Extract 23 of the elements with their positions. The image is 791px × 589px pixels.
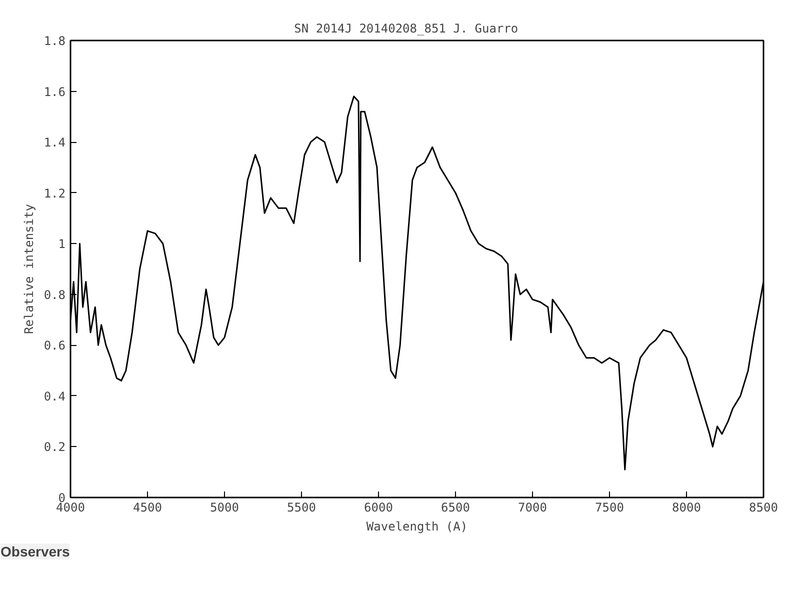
y-tick-label: 1.8 [44, 34, 66, 48]
text: Observers [0, 544, 70, 560]
x-tick-label: 5000 [210, 500, 239, 514]
x-tick-label: 4500 [133, 500, 162, 514]
y-tick-label: 0.4 [44, 389, 66, 404]
x-tick-label: 6500 [441, 500, 470, 514]
x-tick-label: 4000 [56, 500, 85, 514]
x-tick-label: 5500 [287, 500, 316, 514]
x-tick-label: 7000 [518, 500, 547, 514]
x-tick-label: 8000 [672, 500, 701, 514]
y-tick-label: 0.2 [44, 440, 66, 454]
x-tick-label: 7500 [595, 500, 624, 514]
chart-title: SN 2014J 20140208_851 J. Guarro [294, 22, 518, 36]
y-tick-label: 1.4 [44, 136, 66, 150]
y-tick-label: 1.6 [44, 84, 66, 99]
y-tick-label: 1 [58, 237, 66, 252]
x-tick-label: 6000 [364, 500, 393, 514]
y-tick-label: 0.6 [44, 338, 66, 353]
y-tick-label: 1.2 [44, 186, 66, 200]
y-axis-title: Relative intensity [22, 204, 36, 334]
x-tick-label: 8500 [749, 500, 778, 514]
y-tick-label: 0.8 [44, 288, 66, 302]
x-axis-title: Wavelength (A) [366, 520, 468, 534]
